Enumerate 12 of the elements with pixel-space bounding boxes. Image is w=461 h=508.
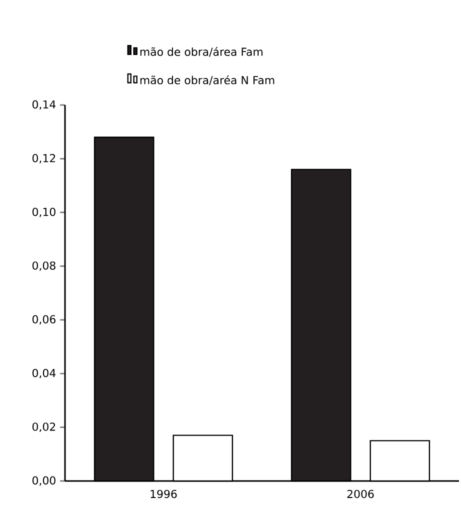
legend-label: mão de obra/aréa N Fam [140,75,274,86]
y-tick-label: 0,12 [32,154,56,164]
y-tick-label: 0,02 [32,422,56,432]
legend-label: mão de obra/área Fam [140,47,262,57]
y-tick-label: 0,00 [32,476,56,486]
y-tick-label: 0,08 [32,261,56,271]
y-tick-label: 0,06 [32,315,56,325]
y-tick-label: 0,14 [32,100,56,110]
x-tick-label: 1996 [150,490,177,498]
y-tick-label: 0,10 [32,208,56,218]
x-tick-label: 2006 [347,490,374,498]
y-tick-label: 0,04 [32,368,56,378]
